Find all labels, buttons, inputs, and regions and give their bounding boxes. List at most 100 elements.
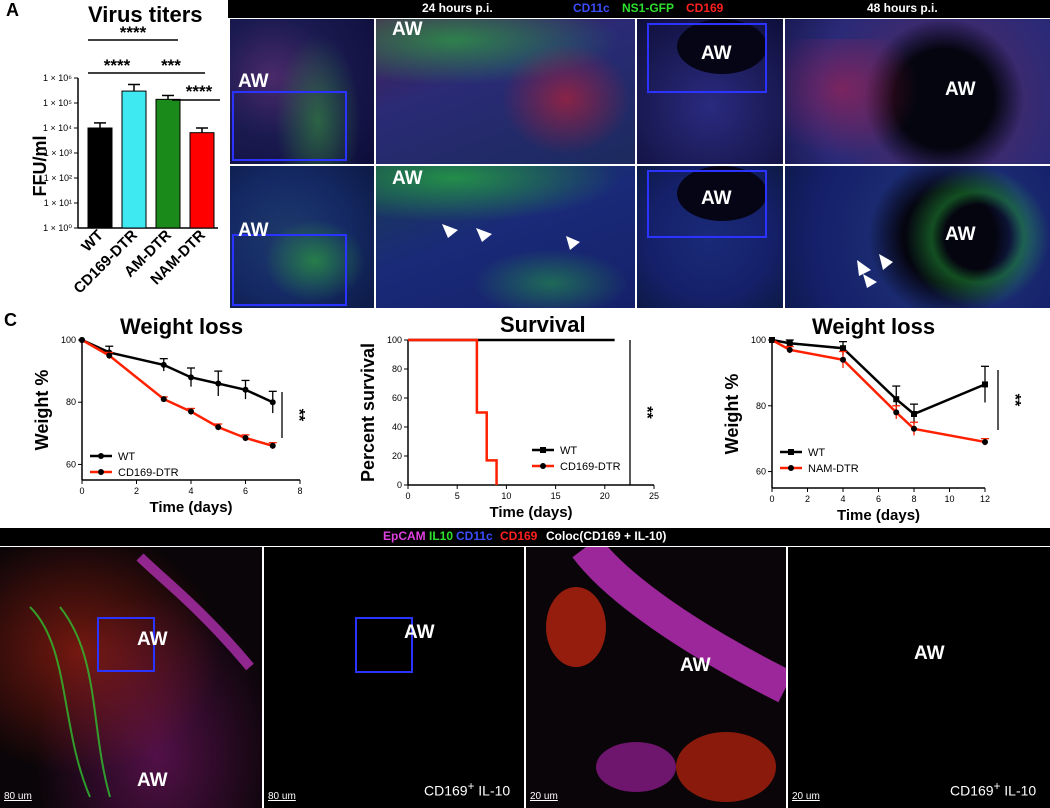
y-tick-label: 1 × 10⁶: [43, 73, 72, 83]
x-tick-label: 8: [297, 486, 302, 496]
micrograph-b3: AW: [637, 19, 783, 164]
x-tick-label: 25: [649, 491, 659, 501]
legend-label: CD169-DTR: [560, 461, 621, 473]
data-point: [269, 399, 276, 406]
micrograph-b6: AW: [376, 166, 635, 308]
aw-label: AW: [701, 188, 732, 209]
panel-b-header: 24 hours p.i. CD11c NS1-GFP CD169 48 hou…: [228, 0, 1050, 18]
data-point: [786, 340, 793, 347]
legend-marker: [98, 453, 104, 459]
sig-label: **: [1006, 394, 1023, 407]
x-axis-label: Time (days): [489, 504, 572, 521]
y-tick-label: 60: [392, 393, 402, 403]
legend-marker: [788, 449, 794, 455]
y-tick-label: 0: [397, 480, 402, 490]
data-point: [215, 424, 222, 431]
y-tick-label: 60: [756, 467, 766, 477]
y-tick-label: 20: [392, 451, 402, 461]
zoom-box: [647, 170, 767, 238]
zoom-box: [97, 617, 155, 672]
legend-label: WT: [808, 447, 825, 459]
x-tick-label: 4: [840, 494, 845, 504]
legend-marker: [788, 465, 794, 471]
y-tick-label: 60: [66, 459, 76, 469]
x-tick-label: 2: [805, 494, 810, 504]
aw-label: AW: [404, 622, 435, 643]
sig-am-nam: ****: [186, 82, 213, 101]
x-tick-label: 6: [243, 486, 248, 496]
aw-label: AW: [137, 629, 168, 650]
sig-wt-cd169: ****: [104, 56, 131, 75]
y-tick-label: 1 × 10¹: [44, 198, 72, 208]
sig-label: **: [290, 409, 307, 422]
arrowheads: [442, 224, 580, 250]
legend-label: WT: [560, 445, 577, 457]
x-tick-label: 2: [134, 486, 139, 496]
survival-title: Survival: [500, 312, 586, 337]
micrograph-b7: AW: [637, 166, 783, 308]
x-tick-label: 15: [551, 491, 561, 501]
x-tick-label: 5: [455, 491, 460, 501]
bar-nam-dtr: [189, 132, 215, 229]
aw-label: AW: [680, 655, 711, 676]
sig-cd169-nam: ***: [161, 56, 181, 75]
x-tick-label: 10: [944, 494, 954, 504]
aw-label: AW: [238, 220, 269, 241]
cd169-il10-label: CD169+ IL-10: [424, 780, 511, 799]
header-il10: IL10: [429, 529, 454, 543]
data-point: [769, 337, 775, 343]
y-axis-label: Percent survival: [358, 343, 378, 482]
data-point: [982, 381, 988, 388]
data-point: [911, 425, 917, 432]
x-tick-label: 4: [188, 486, 193, 496]
zoom-box: [355, 617, 413, 673]
micrograph-b8: AW: [785, 166, 1050, 308]
micrograph-b2: AW: [376, 19, 635, 164]
series-line-nam-dtr: [771, 338, 986, 444]
panel-label-c: C: [4, 310, 17, 330]
y-axis-label: Weight %: [32, 370, 52, 451]
virus-titer-chart: FFU/ml 1 × 10⁶ 1 × 10⁵ 1 × 10⁴ 1 × 10³ 1 × 1…: [30, 26, 220, 297]
zoom-box: [232, 91, 347, 161]
scale-bar: 80 um: [4, 791, 32, 802]
aw-label: AW: [137, 770, 168, 791]
x-tick-label: 12: [980, 494, 990, 504]
legend-label: NAM-DTR: [808, 463, 859, 475]
weight-loss-title-2: Weight loss: [812, 314, 936, 339]
micrograph-d2: AW 80 um CD169+ IL-10: [264, 547, 524, 808]
header-epcam: EpCAM: [383, 529, 426, 543]
data-point: [786, 346, 793, 353]
header-24h: 24 hours p.i.: [422, 1, 493, 15]
data-point: [911, 411, 917, 417]
micrograph-d1: AW AW 80 um: [0, 547, 262, 808]
header-cd11c: CD11c: [573, 1, 610, 15]
data-point: [160, 396, 167, 403]
virus-titers-title: Virus titers: [88, 2, 203, 27]
x-tick-label: 0: [79, 486, 84, 496]
data-point: [840, 345, 846, 352]
aw-label: AW: [392, 19, 423, 40]
micrograph-b1: AW: [230, 19, 374, 164]
micrograph-d4: AW 20 um CD169+ IL-10: [788, 547, 1050, 808]
zoom-box: [647, 23, 767, 93]
scale-bar: 20 um: [792, 791, 820, 802]
y-tick-label: 100: [61, 335, 76, 345]
x-tick-label: 20: [600, 491, 610, 501]
data-point: [893, 396, 900, 403]
data-point: [188, 408, 194, 415]
x-tick-label: 0: [769, 494, 774, 504]
data-point: [79, 337, 85, 343]
x-tick-label: 8: [911, 494, 916, 504]
data-point: [269, 442, 276, 449]
y-tick-label: 40: [392, 422, 402, 432]
bar-am-dtr: [155, 98, 181, 229]
bar-cd169-dtr: [121, 90, 147, 229]
panel-d-header: EpCAM IL10 CD11c CD169 Coloc(CD169 + IL-…: [0, 528, 1050, 546]
y-tick-label: 1 × 10³: [44, 148, 72, 158]
series-line-cd169-dtr: [408, 338, 498, 485]
aw-label: AW: [945, 224, 976, 245]
data-point: [188, 374, 194, 381]
weight-loss-title-1: Weight loss: [120, 314, 244, 339]
cd169-il10-label: CD169+ IL-10: [950, 780, 1037, 799]
